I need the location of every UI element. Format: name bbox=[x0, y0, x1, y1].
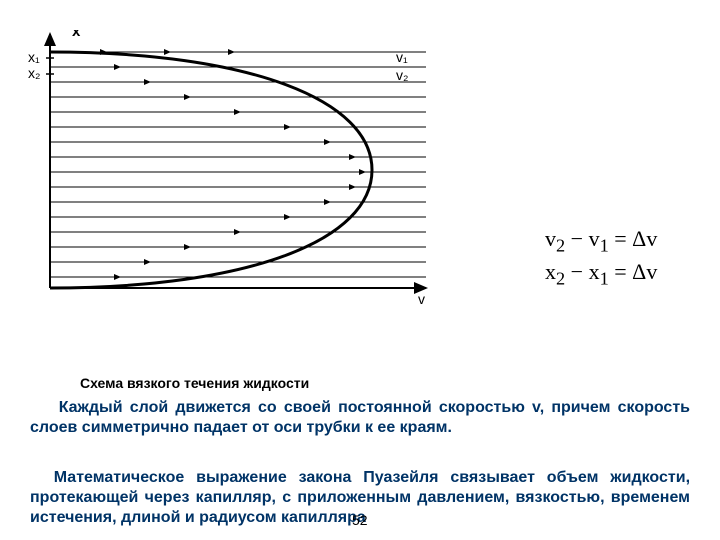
eq-line-2: x2 − x1 = Δv bbox=[545, 258, 657, 291]
eq2-sub2: 2 bbox=[556, 269, 565, 289]
svg-text:x₁: x₁ bbox=[28, 49, 40, 65]
paragraph-1-text: Каждый слой движется со своей постоянной… bbox=[30, 399, 690, 436]
eq2-x: x bbox=[545, 259, 556, 284]
diagram-caption: Схема вязкого течения жидкости bbox=[80, 375, 309, 391]
page-number: 52 bbox=[352, 512, 368, 528]
flow-svg: x v x₁x₂ v₁ v₂ bbox=[20, 30, 440, 320]
eq1-mid: − v bbox=[565, 226, 599, 251]
svg-text:x₂: x₂ bbox=[28, 65, 40, 81]
svg-text:x: x bbox=[72, 30, 81, 40]
eq-line-1: v2 − v1 = Δv bbox=[545, 225, 657, 258]
svg-text:v: v bbox=[418, 291, 425, 307]
equations: v2 − v1 = Δv x2 − x1 = Δv bbox=[545, 225, 657, 291]
flow-diagram: x v x₁x₂ v₁ v₂ bbox=[20, 30, 440, 320]
eq1-sub2: 2 bbox=[556, 235, 565, 255]
eq2-mid: − x bbox=[565, 259, 599, 284]
eq2-sub1: 1 bbox=[600, 269, 609, 289]
eq1-sub1: 1 bbox=[600, 235, 609, 255]
page-root: xvx₁x₂v₁v₂ v2 − v1 = Δv x2 − x1 = Δv Схе… bbox=[0, 0, 720, 540]
eq1-rhs: = Δv bbox=[609, 226, 658, 251]
svg-text:v₁: v₁ bbox=[396, 49, 408, 65]
paragraph-1: Каждый слой движется со своей постоянной… bbox=[30, 398, 690, 438]
svg-text:v₂: v₂ bbox=[396, 67, 408, 83]
eq2-rhs: = Δv bbox=[609, 259, 658, 284]
eq1-v: v bbox=[545, 226, 556, 251]
